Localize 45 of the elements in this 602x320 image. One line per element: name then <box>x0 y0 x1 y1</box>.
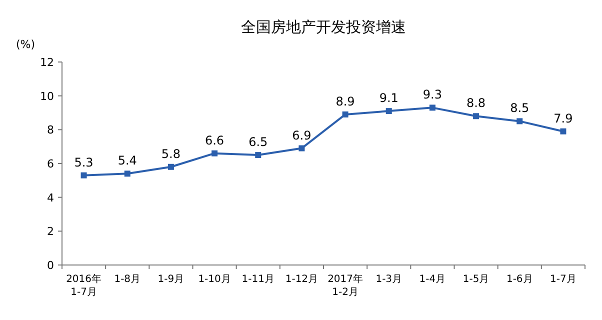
y-tick-label: 2 <box>47 225 54 238</box>
x-tick-label: 1-5月 <box>462 274 490 285</box>
x-tick-label: 1-4月 <box>419 274 446 285</box>
data-label: 8.8 <box>466 96 486 110</box>
x-tick-label: 1-12月 <box>285 274 318 285</box>
point <box>255 152 262 158</box>
point <box>342 111 348 118</box>
point <box>473 113 480 120</box>
data-label: 9.3 <box>422 88 442 102</box>
y-tick-label: 12 <box>40 56 54 69</box>
data-label: 9.1 <box>379 91 398 106</box>
point <box>124 170 130 177</box>
x-tick-label: 1-7月 <box>550 274 576 285</box>
x-tick-label: 1-8月 <box>114 274 141 285</box>
point <box>80 172 87 178</box>
point <box>212 150 218 156</box>
data-label: 6.9 <box>292 128 312 142</box>
x-tick-label: 1-6月 <box>506 274 533 285</box>
y-tick-label: 4 <box>47 191 54 204</box>
x-tick-label: 1-3月 <box>376 274 402 285</box>
x-tick-label: 2017年 1-2月 <box>328 273 364 298</box>
data-label: 8.5 <box>510 101 530 116</box>
point <box>168 164 174 170</box>
x-tick-label: 1-11月 <box>242 274 274 285</box>
data-label: 5.3 <box>74 155 94 170</box>
y-tick-label: 6 <box>47 158 54 170</box>
x-tick-label: 2016年 1-7月 <box>66 273 102 298</box>
data-label: 7.9 <box>554 111 573 126</box>
data-label: 6.5 <box>248 135 268 150</box>
y-tick-label: 0 <box>47 259 54 272</box>
y-axis-title: (%) <box>16 38 36 51</box>
y-tick-label: 8 <box>47 124 54 137</box>
data-label: 8.9 <box>336 94 355 108</box>
point <box>298 145 305 152</box>
y-tick-label: 10 <box>40 90 54 103</box>
point <box>386 108 392 114</box>
data-label: 5.4 <box>118 154 137 168</box>
data-label: 6.6 <box>204 133 224 148</box>
chart-title: 全国房地产开发投资增速 <box>241 18 406 36</box>
x-tick-label: 1-10月 <box>198 274 231 285</box>
x-tick-label: 1-9月 <box>158 274 184 285</box>
data-label: 5.8 <box>161 146 181 161</box>
point <box>560 128 566 134</box>
point <box>429 104 436 111</box>
point <box>516 118 523 124</box>
